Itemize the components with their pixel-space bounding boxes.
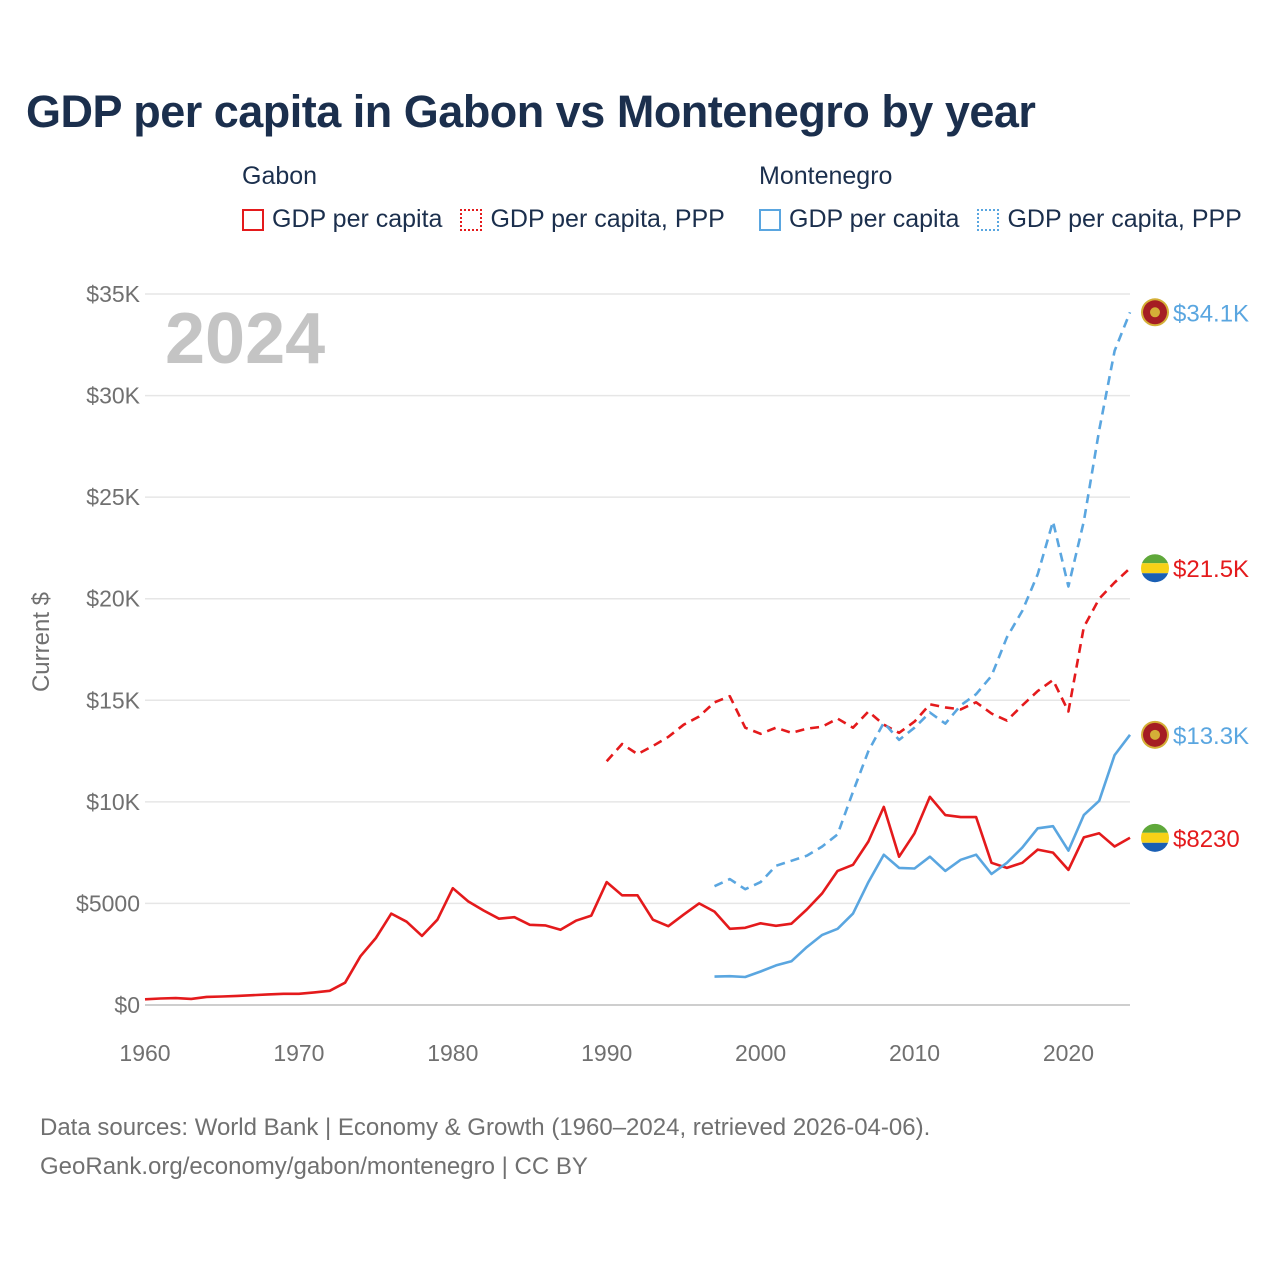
y-axis-title: Current $ (28, 591, 55, 693)
gabon-flag-icon (1141, 554, 1169, 583)
end-label-group: $21.5K (1141, 554, 1249, 583)
series-line (144, 795, 1131, 1001)
end-value-label: $21.5K (1173, 556, 1249, 583)
footer-line-2: GeoRank.org/economy/gabon/montenegro | C… (40, 1153, 588, 1180)
y-tick-label: $5000 (76, 890, 140, 916)
legend-swatch-solid (759, 208, 781, 231)
legend-group-name: Montenegro (759, 162, 893, 190)
legend-item-montenegro-gdp[interactable]: GDP per capita (759, 205, 959, 234)
x-tick-label: 2010 (889, 1040, 940, 1066)
legend-group-montenegro: Montenegro GDP per capita GDP per capita… (759, 162, 1260, 234)
x-tick-label: 1970 (273, 1040, 324, 1066)
end-label-layer: $8230 $21.5K $13.3K $34.1K (1141, 298, 1249, 853)
legend-item-montenegro-gdp-ppp[interactable]: GDP per capita, PPP (977, 205, 1242, 234)
y-tick-label: $30K (86, 383, 140, 409)
end-label-group: $34.1K (1141, 298, 1249, 327)
legend-item-label: GDP per capita, PPP (490, 205, 725, 233)
end-label-group: $8230 (1141, 823, 1240, 853)
footer-sources: Data sources: World Bank | Economy & Gro… (40, 1108, 930, 1186)
end-label-group: $13.3K (1141, 720, 1249, 750)
legend-item-label: GDP per capita (789, 205, 960, 233)
montenegro-flag-icon (1141, 720, 1169, 749)
flag-emblem (1150, 307, 1160, 318)
flag-stripe-blue (1141, 842, 1169, 852)
y-tick-label: $10K (86, 789, 140, 815)
footer-line-1: Data sources: World Bank | Economy & Gro… (40, 1114, 931, 1141)
legend-swatch-dotted (460, 208, 483, 231)
y-tick-label: $35K (86, 281, 140, 307)
grid-layer (145, 293, 1130, 1006)
series-line (714, 734, 1132, 979)
legend-swatch-dotted (977, 208, 1000, 231)
legend-item-label: GDP per capita, PPP (1007, 205, 1242, 233)
x-tick-label: 1960 (119, 1040, 170, 1066)
chart-title: GDP per capita in Gabon vs Montenegro by… (26, 86, 1036, 137)
flag-stripe-green (1141, 823, 1169, 833)
end-value-label: $8230 (1173, 826, 1240, 853)
x-tick-label: 2000 (735, 1040, 786, 1066)
flag-stripe-blue (1141, 573, 1169, 583)
legend-item-gabon-gdp-ppp[interactable]: GDP per capita, PPP (460, 205, 725, 234)
y-tick-label: $15K (86, 687, 140, 713)
gabon-flag-icon (1141, 823, 1169, 852)
y-tick-label: $0 (114, 992, 140, 1018)
y-tick-label: $25K (86, 484, 140, 510)
year-watermark: 2024 (165, 299, 326, 379)
end-value-label: $34.1K (1173, 300, 1249, 327)
legend-group-name: Gabon (242, 162, 318, 190)
legend-group-gabon: Gabon GDP per capita GDP per capita, PPP (242, 162, 743, 234)
axis-layer: $0 $5000 $10K $15K $20K $25K $30K $35K 1960 1970 1… (76, 281, 1094, 1066)
x-tick-label: 2020 (1043, 1040, 1094, 1066)
series-line (605, 567, 1131, 763)
montenegro-flag-icon (1141, 298, 1169, 327)
legend-item-gabon-gdp[interactable]: GDP per capita (242, 205, 442, 234)
legend-swatch-solid (242, 208, 264, 231)
x-tick-label: 1990 (581, 1040, 632, 1066)
legend-item-label: GDP per capita (272, 205, 443, 233)
flag-stripe-yellow (1141, 832, 1169, 843)
flag-emblem (1150, 729, 1160, 740)
y-tick-label: $20K (86, 586, 140, 612)
series-line (713, 311, 1132, 891)
x-tick-label: 1980 (427, 1040, 478, 1066)
flag-stripe-green (1141, 554, 1169, 564)
flag-stripe-yellow (1141, 563, 1169, 574)
end-value-label: $13.3K (1173, 723, 1249, 750)
series-layer (144, 311, 1132, 1001)
